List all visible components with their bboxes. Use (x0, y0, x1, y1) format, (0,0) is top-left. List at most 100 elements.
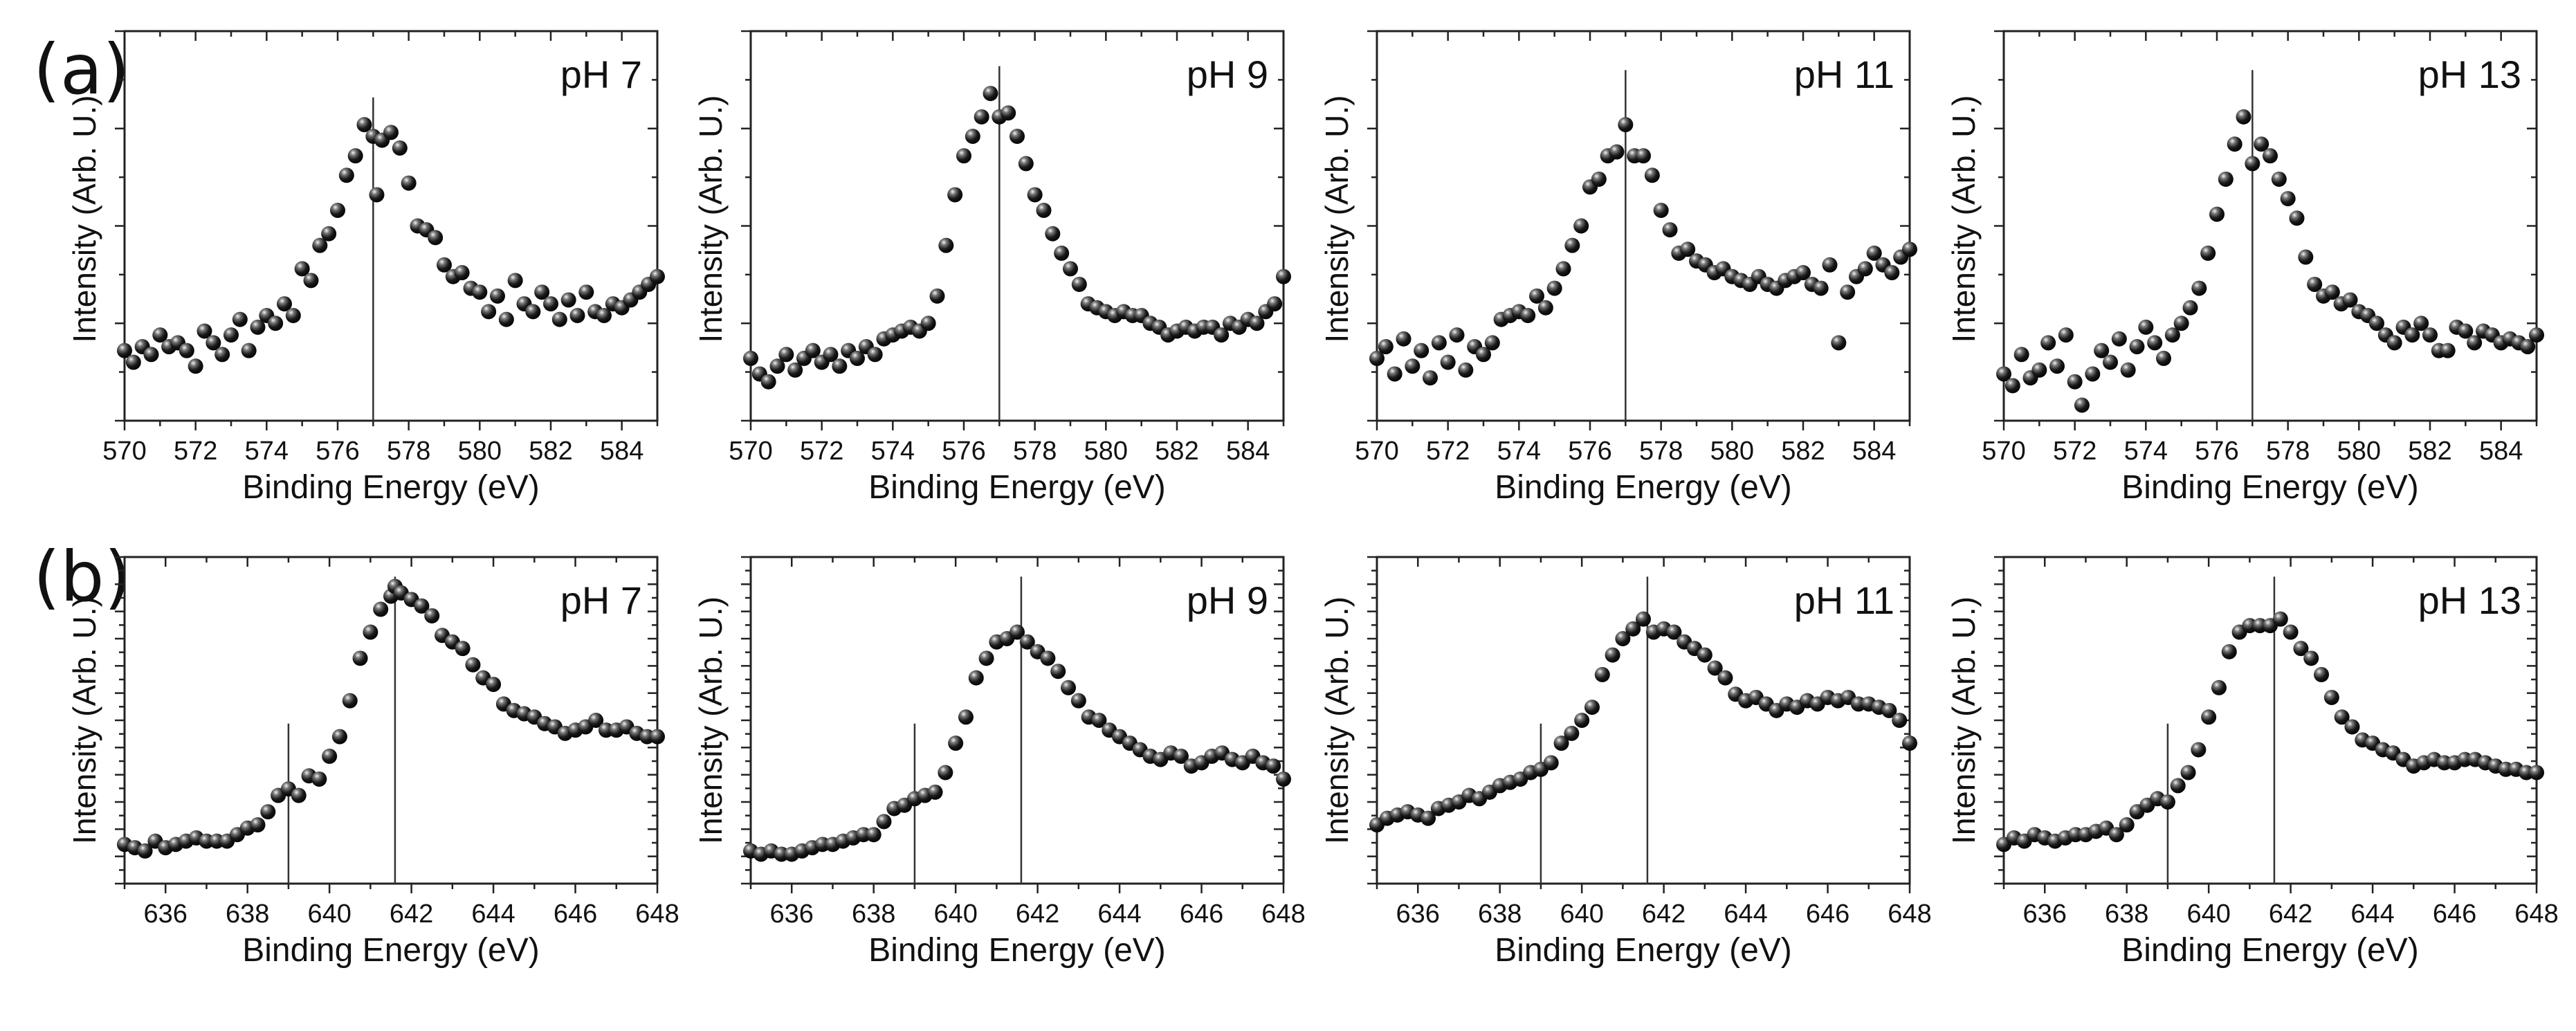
data-point (2303, 650, 2319, 666)
data-point (1276, 771, 1291, 787)
data-point (2013, 347, 2029, 363)
data-point (1857, 261, 1873, 277)
y-axis-label: Intensity (Arb. U.) (1319, 95, 1355, 343)
data-point (650, 729, 665, 745)
data-point (1840, 284, 1856, 300)
data-point (2040, 335, 2056, 351)
data-point (311, 771, 327, 787)
data-point (1414, 343, 1429, 358)
y-axis-label: Intensity (Arb. U.) (1319, 596, 1355, 844)
x-tick-label: 642 (2269, 900, 2312, 929)
data-point (2263, 148, 2278, 164)
data-point (2298, 249, 2314, 265)
x-tick-label: 646 (1806, 900, 1849, 929)
data-point (285, 307, 301, 323)
data-point (1881, 702, 1897, 718)
data-point (1431, 335, 1447, 351)
data-point (1584, 700, 1600, 715)
data-point (312, 237, 328, 253)
data-point (1707, 660, 1723, 676)
data-point (1173, 748, 1189, 764)
data-point (2004, 378, 2020, 394)
x-tick-label: 570 (1982, 437, 2025, 466)
x-axis-label: Binding Energy (eV) (1495, 469, 1792, 506)
data-point (352, 650, 368, 666)
data-point (2119, 817, 2135, 833)
x-tick-label: 570 (102, 437, 146, 466)
data-point (1061, 679, 1077, 695)
chart-panel-b-ph11: 636 638 640 642 644 646 648 Binding Energy (eV)… (1319, 556, 1932, 969)
x-axis-label: Binding Energy (eV) (1495, 932, 1792, 969)
x-tick-label: 572 (800, 437, 843, 466)
data-point (543, 296, 558, 312)
x-tick-label: 578 (2266, 437, 2310, 466)
panel-title: pH 9 (1187, 53, 1268, 96)
x-axis-label: Binding Energy (eV) (868, 469, 1166, 506)
data-point (373, 601, 389, 617)
data-point (2413, 316, 2429, 331)
data-point (268, 316, 284, 331)
data-point (2159, 794, 2175, 810)
data-point (1892, 713, 1908, 728)
x-tick-label: 584 (2479, 437, 2523, 466)
data-point (2529, 327, 2544, 343)
data-point (1276, 268, 1291, 284)
data-point (2218, 171, 2234, 187)
data-point (179, 343, 194, 358)
data-point (2085, 366, 2101, 382)
data-point (2283, 624, 2299, 640)
data-point (369, 187, 385, 203)
data-point (1644, 167, 1660, 183)
panel-title: pH 13 (2418, 578, 2521, 622)
data-point (2200, 245, 2216, 261)
data-point (534, 284, 550, 300)
data-point (920, 316, 936, 331)
data-point (1214, 327, 1230, 343)
data-point (2108, 827, 2124, 843)
data-point (1831, 335, 1847, 351)
data-point (322, 748, 338, 764)
y-axis-label: Intensity (Arb. U.) (1946, 596, 1982, 844)
data-point (1070, 693, 1086, 709)
data-point (1027, 187, 1043, 203)
chart-panel-b-ph7: 636 638 640 642 644 646 648 Binding Energy (eV)… (66, 556, 679, 969)
data-point (2209, 206, 2225, 222)
data-point (1574, 713, 1590, 728)
data-point (454, 265, 470, 281)
data-point (974, 109, 989, 125)
row-label-a: (a) (33, 29, 130, 110)
chart-panel-b-ph13: 636 638 640 642 644 646 648 Binding Energy (eV)… (1946, 556, 2559, 969)
data-point (291, 787, 307, 803)
x-tick-label: 572 (2053, 437, 2097, 466)
x-axis-label: Binding Energy (eV) (2121, 932, 2419, 969)
panel-title: pH 11 (1794, 578, 1894, 622)
data-point (551, 311, 567, 327)
data-point (2334, 709, 2350, 725)
panel-title: pH 9 (1187, 578, 1268, 622)
data-point (2293, 641, 2309, 657)
data-point (983, 86, 998, 102)
data-point (330, 202, 345, 218)
data-point (342, 693, 358, 709)
data-point (294, 261, 310, 277)
data-point (778, 347, 794, 363)
data-point (1529, 288, 1544, 304)
data-point (1609, 144, 1625, 160)
x-tick-label: 584 (1852, 437, 1896, 466)
data-point (331, 729, 347, 745)
data-point (1553, 736, 1569, 751)
x-tick-label: 576 (316, 437, 359, 466)
data-point (1636, 148, 1651, 164)
x-tick-label: 640 (933, 900, 977, 929)
data-point (1902, 241, 1917, 257)
data-point (465, 657, 481, 673)
data-point (2191, 280, 2207, 296)
panel-title: pH 11 (1794, 53, 1894, 96)
x-tick-label: 640 (2186, 900, 2230, 929)
data-point (2191, 742, 2207, 758)
x-tick-label: 646 (2433, 900, 2476, 929)
data-point (2529, 765, 2544, 781)
data-point (1036, 202, 1052, 218)
data-point (2074, 397, 2090, 413)
data-point (743, 350, 758, 366)
